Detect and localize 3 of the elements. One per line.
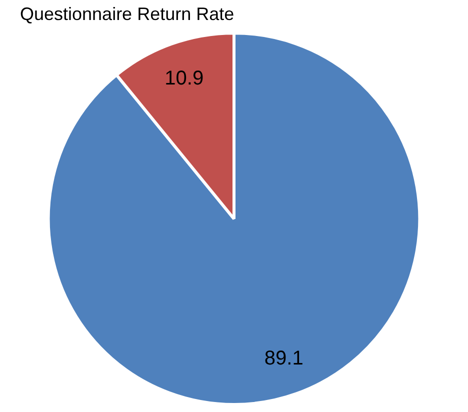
data-label: 89.1 bbox=[264, 347, 304, 370]
chart-title: Questionnaire Return Rate bbox=[20, 4, 234, 24]
data-label: 10.9 bbox=[164, 67, 204, 90]
